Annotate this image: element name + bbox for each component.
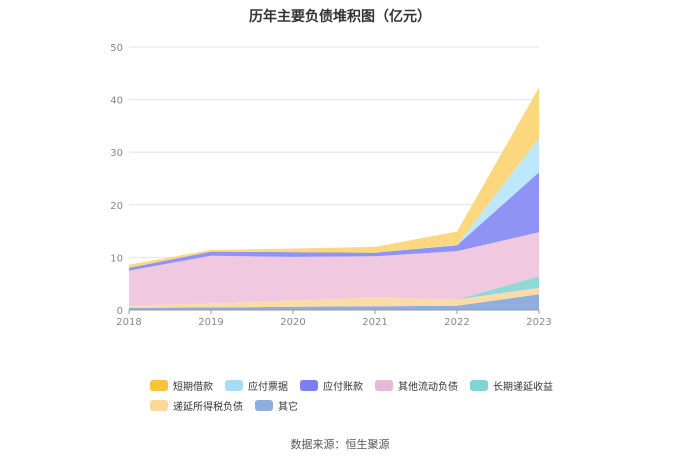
x-tick-label: 2023 (526, 317, 551, 328)
legend-label: 应付票据 (248, 381, 288, 393)
legend-item[interactable]: 长期递延收益 (470, 378, 553, 393)
legend-item[interactable]: 应付票据 (225, 378, 288, 393)
stacked-area-chart: 0 10 20 30 40 50 2018 2019 2020 2021 2022 2023 (110, 43, 551, 328)
legend-label: 其它 (278, 401, 298, 413)
x-tick-label: 2019 (198, 317, 223, 328)
legend-swatch (375, 379, 393, 391)
legend-item[interactable]: 短期借款 (150, 378, 213, 393)
legend-item[interactable]: 递延所得税负债 (150, 398, 243, 413)
axes: 0 10 20 30 40 50 2018 2019 2020 2021 2022 2023 (110, 43, 551, 328)
y-tick-label: 30 (110, 148, 123, 159)
y-tick-label: 50 (110, 43, 123, 54)
area-series-3 (129, 232, 539, 306)
legend-label: 递延所得税负债 (173, 401, 243, 413)
y-tick-label: 0 (117, 306, 123, 317)
legend-swatch (225, 379, 243, 391)
legend-label: 应付账款 (323, 381, 363, 393)
y-tick-label: 10 (110, 253, 123, 264)
legend-label: 其他流动负债 (398, 381, 458, 393)
area-series-0 (129, 294, 539, 310)
y-tick-label: 20 (110, 201, 123, 212)
chart-title: 历年主要负债堆积图（亿元） (249, 9, 431, 25)
area-series (129, 87, 539, 310)
legend-swatch (470, 379, 488, 391)
x-tick-label: 2020 (280, 317, 305, 328)
legend-item[interactable]: 其他流动负债 (375, 378, 458, 393)
legend-item[interactable]: 应付账款 (300, 378, 363, 393)
legend-swatch (300, 379, 318, 391)
legend-swatch (150, 399, 168, 411)
area-series-4 (129, 172, 539, 271)
x-tick-label: 2021 (362, 317, 387, 328)
area-series-1 (129, 287, 539, 308)
y-tick-label: 40 (110, 96, 123, 107)
data-source: 数据来源：恒生聚源 (290, 438, 390, 451)
legend-label: 短期借款 (173, 381, 213, 393)
legend-swatch (255, 399, 273, 411)
x-tick-label: 2018 (116, 317, 141, 328)
chart-legend: 短期借款 应付票据 应付账款 其他流动负债 长期递延收益递延所得税负债 其它 (150, 378, 570, 418)
x-tick-label: 2022 (444, 317, 469, 328)
legend-swatch (150, 379, 168, 391)
legend-item[interactable]: 其它 (255, 398, 298, 413)
legend-label: 长期递延收益 (493, 381, 553, 393)
